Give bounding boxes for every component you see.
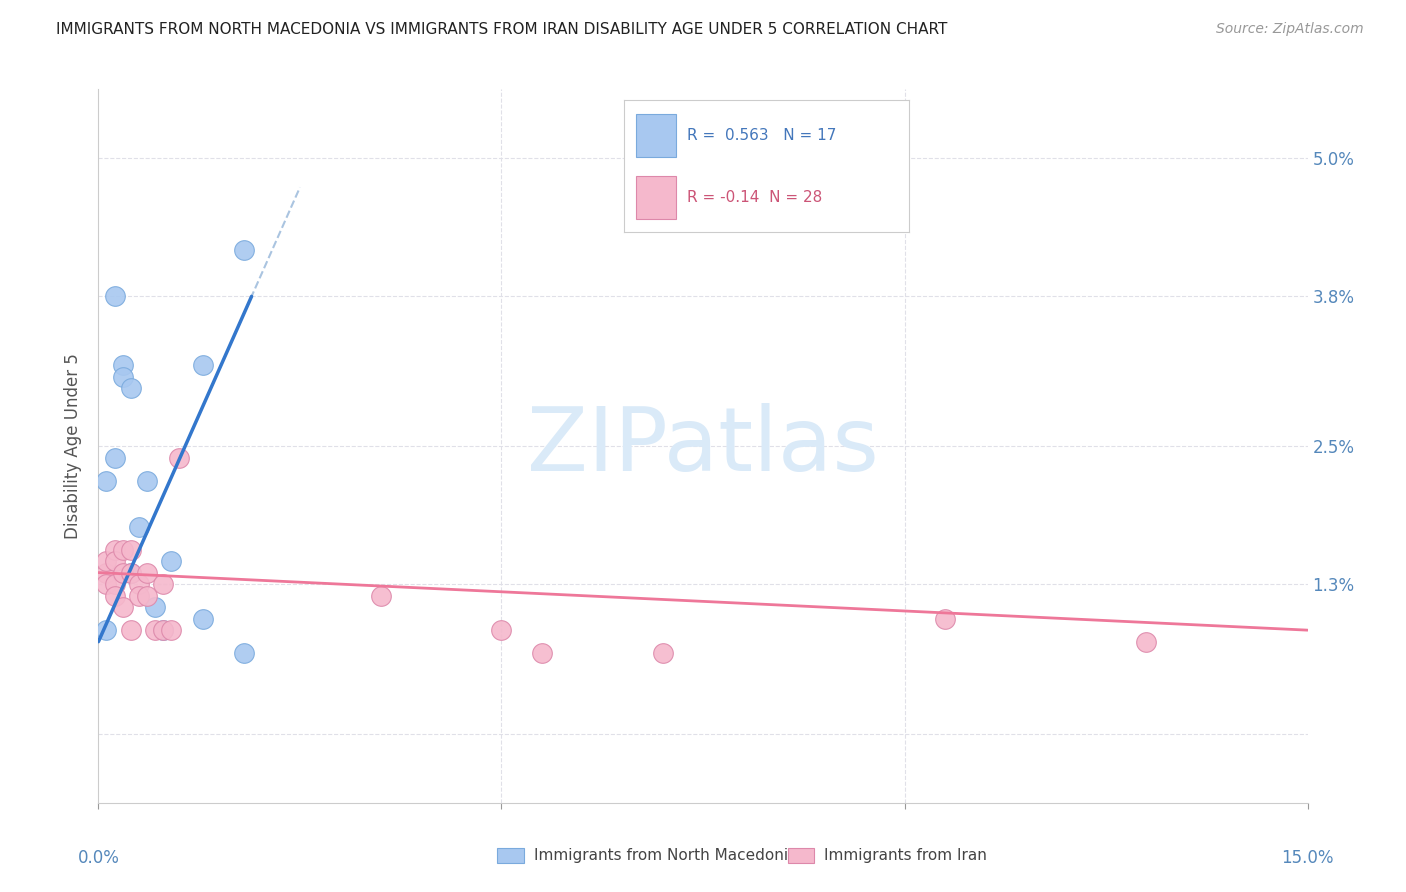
Point — [103, 542, 125, 557]
Point — [135, 474, 157, 488]
Text: ZIPatlas: ZIPatlas — [527, 402, 879, 490]
Point — [152, 577, 174, 591]
Text: IMMIGRANTS FROM NORTH MACEDONIA VS IMMIGRANTS FROM IRAN DISABILITY AGE UNDER 5 C: IMMIGRANTS FROM NORTH MACEDONIA VS IMMIG… — [56, 22, 948, 37]
Point — [1135, 634, 1157, 648]
Text: Immigrants from Iran: Immigrants from Iran — [824, 848, 987, 863]
Point — [193, 612, 215, 626]
Point — [103, 577, 125, 591]
Point — [651, 646, 673, 660]
Point — [120, 566, 142, 580]
Text: 15.0%: 15.0% — [1281, 849, 1334, 867]
Point — [167, 450, 190, 465]
Point — [128, 577, 150, 591]
Point — [193, 359, 215, 373]
Point — [111, 359, 134, 373]
Point — [135, 589, 157, 603]
Point — [120, 542, 142, 557]
Point — [491, 623, 513, 637]
Point — [96, 474, 118, 488]
Point — [152, 623, 174, 637]
Point — [370, 589, 392, 603]
Point — [111, 566, 134, 580]
Point — [103, 554, 125, 568]
Point — [143, 600, 166, 615]
Point — [530, 646, 553, 660]
Point — [120, 381, 142, 395]
Point — [160, 554, 183, 568]
Point — [96, 623, 118, 637]
Point — [120, 623, 142, 637]
Point — [96, 566, 118, 580]
Point — [152, 623, 174, 637]
Point — [232, 646, 254, 660]
Text: Immigrants from North Macedonia: Immigrants from North Macedonia — [534, 848, 797, 863]
Point — [111, 370, 134, 384]
Point — [96, 577, 118, 591]
Point — [103, 589, 125, 603]
Point — [111, 542, 134, 557]
Point — [103, 289, 125, 303]
Point — [128, 519, 150, 533]
Point — [135, 566, 157, 580]
FancyBboxPatch shape — [787, 847, 814, 863]
Y-axis label: Disability Age Under 5: Disability Age Under 5 — [65, 353, 83, 539]
Point — [103, 450, 125, 465]
FancyBboxPatch shape — [498, 847, 524, 863]
Point — [96, 554, 118, 568]
Point — [111, 600, 134, 615]
Point — [934, 612, 956, 626]
Point — [232, 244, 254, 258]
Text: Source: ZipAtlas.com: Source: ZipAtlas.com — [1216, 22, 1364, 37]
Text: 0.0%: 0.0% — [77, 849, 120, 867]
Point — [160, 623, 183, 637]
Point — [128, 589, 150, 603]
Point — [120, 566, 142, 580]
Point — [143, 623, 166, 637]
